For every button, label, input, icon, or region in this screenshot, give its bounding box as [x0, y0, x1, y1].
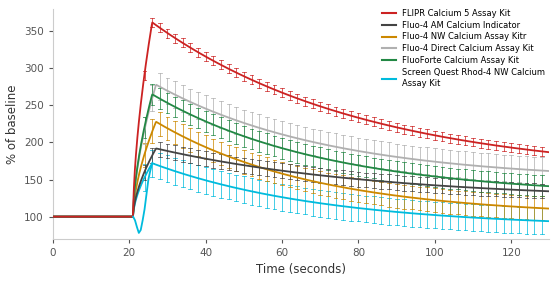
Screen Quest Rhod-4 NW Calcium
Assay Kit	[446, 214, 453, 218]
Legend: FLIPR Calcium 5 Assay Kit, Fluo-4 AM Calcium Indicator, Fluo-4 NW Calcium Assay : FLIPR Calcium 5 Assay Kit, Fluo-4 AM Cal…	[379, 5, 548, 91]
FLIPR Calcium 5 Assay Kit	[446, 136, 453, 140]
FluoForte Calcium Assay Kit	[546, 184, 553, 188]
Line: FluoForte Calcium Assay Kit: FluoForte Calcium Assay Kit	[53, 94, 549, 217]
Fluo-4 Direct Calcium Assay Kit	[251, 125, 258, 128]
Fluo-4 AM Calcium Indicator	[49, 215, 56, 218]
Line: Screen Quest Rhod-4 NW Calcium
Assay Kit: Screen Quest Rhod-4 NW Calcium Assay Kit	[53, 163, 549, 221]
FluoForte Calcium Assay Kit	[269, 144, 275, 147]
X-axis label: Time (seconds): Time (seconds)	[256, 263, 346, 276]
Screen Quest Rhod-4 NW Calcium
Assay Kit	[269, 194, 275, 197]
FLIPR Calcium 5 Assay Kit	[269, 87, 275, 90]
Fluo-4 AM Calcium Indicator	[446, 185, 453, 188]
Fluo-4 AM Calcium Indicator	[153, 147, 160, 150]
Fluo-4 Direct Calcium Assay Kit	[391, 155, 398, 158]
Fluo-4 NW Calcium Assay Kitr	[153, 120, 160, 124]
Screen Quest Rhod-4 NW Calcium
Assay Kit	[437, 214, 444, 217]
Line: Fluo-4 NW Calcium Assay Kitr: Fluo-4 NW Calcium Assay Kitr	[53, 122, 549, 217]
Screen Quest Rhod-4 NW Calcium
Assay Kit	[546, 219, 553, 223]
Line: Fluo-4 Direct Calcium Assay Kit: Fluo-4 Direct Calcium Assay Kit	[53, 85, 549, 217]
Fluo-4 Direct Calcium Assay Kit	[153, 83, 160, 87]
FLIPR Calcium 5 Assay Kit	[149, 21, 155, 24]
Fluo-4 AM Calcium Indicator	[391, 181, 398, 184]
Screen Quest Rhod-4 NW Calcium
Assay Kit	[391, 210, 398, 213]
FLIPR Calcium 5 Assay Kit	[437, 135, 444, 138]
FLIPR Calcium 5 Assay Kit	[49, 215, 56, 218]
Fluo-4 Direct Calcium Assay Kit	[546, 169, 553, 173]
Screen Quest Rhod-4 NW Calcium
Assay Kit	[100, 215, 107, 218]
FLIPR Calcium 5 Assay Kit	[100, 215, 107, 218]
FluoForte Calcium Assay Kit	[437, 175, 444, 179]
FLIPR Calcium 5 Assay Kit	[391, 125, 398, 129]
Fluo-4 AM Calcium Indicator	[251, 165, 258, 168]
FLIPR Calcium 5 Assay Kit	[546, 151, 553, 154]
FluoForte Calcium Assay Kit	[100, 215, 107, 218]
Fluo-4 NW Calcium Assay Kitr	[546, 207, 553, 210]
Fluo-4 NW Calcium Assay Kitr	[269, 169, 275, 173]
Fluo-4 NW Calcium Assay Kitr	[391, 194, 398, 197]
Fluo-4 Direct Calcium Assay Kit	[269, 130, 275, 133]
FluoForte Calcium Assay Kit	[446, 177, 453, 180]
Fluo-4 Direct Calcium Assay Kit	[100, 215, 107, 218]
Screen Quest Rhod-4 NW Calcium
Assay Kit	[49, 215, 56, 218]
FluoForte Calcium Assay Kit	[49, 215, 56, 218]
Screen Quest Rhod-4 NW Calcium
Assay Kit	[149, 162, 155, 165]
Screen Quest Rhod-4 NW Calcium
Assay Kit	[251, 190, 258, 194]
Fluo-4 NW Calcium Assay Kitr	[100, 215, 107, 218]
Fluo-4 AM Calcium Indicator	[546, 190, 553, 193]
FluoForte Calcium Assay Kit	[251, 138, 258, 142]
Fluo-4 AM Calcium Indicator	[269, 168, 275, 171]
Line: FLIPR Calcium 5 Assay Kit: FLIPR Calcium 5 Assay Kit	[53, 23, 549, 217]
Fluo-4 NW Calcium Assay Kitr	[446, 200, 453, 203]
Fluo-4 Direct Calcium Assay Kit	[437, 161, 444, 164]
Fluo-4 NW Calcium Assay Kitr	[49, 215, 56, 218]
FluoForte Calcium Assay Kit	[149, 93, 155, 96]
Y-axis label: % of baseline: % of baseline	[6, 84, 18, 164]
Line: Fluo-4 AM Calcium Indicator: Fluo-4 AM Calcium Indicator	[53, 149, 549, 217]
Fluo-4 Direct Calcium Assay Kit	[49, 215, 56, 218]
Fluo-4 Direct Calcium Assay Kit	[446, 162, 453, 165]
Fluo-4 NW Calcium Assay Kitr	[251, 164, 258, 167]
FLIPR Calcium 5 Assay Kit	[251, 79, 258, 83]
Fluo-4 AM Calcium Indicator	[437, 184, 444, 187]
FluoForte Calcium Assay Kit	[391, 169, 398, 173]
Fluo-4 AM Calcium Indicator	[100, 215, 107, 218]
Fluo-4 NW Calcium Assay Kitr	[437, 199, 444, 202]
